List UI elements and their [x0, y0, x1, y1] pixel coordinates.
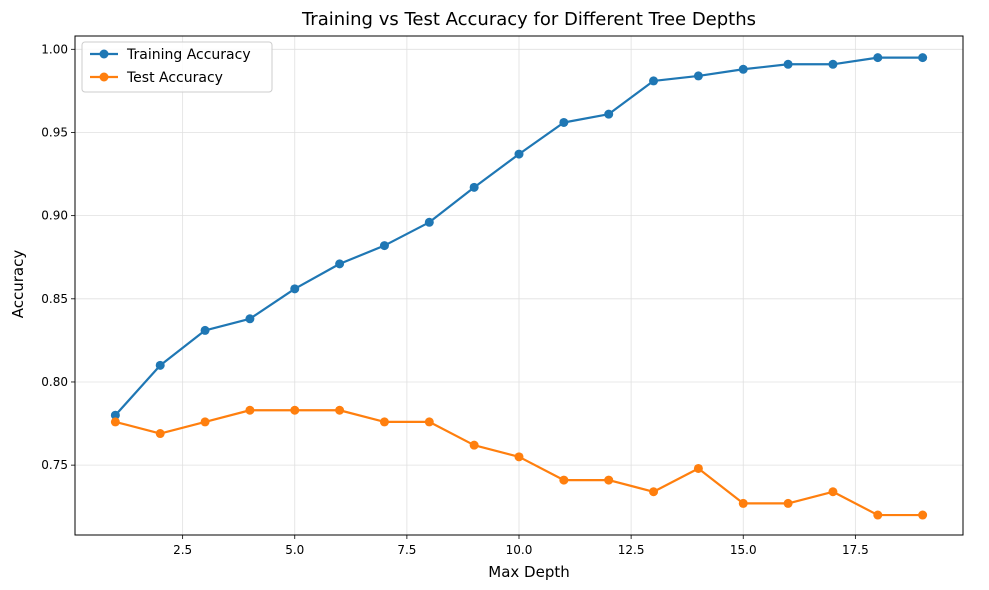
legend: Training Accuracy Test Accuracy — [81, 41, 273, 93]
training-accuracy-point — [335, 259, 345, 269]
test-accuracy-point — [155, 429, 165, 439]
training-accuracy-point — [379, 241, 389, 251]
test-accuracy-point — [290, 405, 300, 415]
test-accuracy-point — [873, 510, 883, 520]
training-accuracy-point — [424, 217, 434, 227]
x-axis-label: Max Depth — [488, 563, 569, 581]
y-tick-label: 0.95 — [41, 125, 68, 139]
y-tick-label: 0.80 — [41, 375, 68, 389]
training-accuracy-point — [245, 314, 255, 324]
test-accuracy-point — [604, 475, 614, 485]
training-accuracy-point — [828, 59, 838, 69]
x-tick-label: 2.5 — [173, 543, 192, 557]
training-accuracy-point — [604, 109, 614, 119]
x-tick-label: 15.0 — [730, 543, 757, 557]
test-accuracy-point — [783, 498, 793, 508]
training-accuracy-point — [738, 64, 748, 74]
test-accuracy-point — [559, 475, 569, 485]
test-accuracy-point — [693, 463, 703, 473]
x-tick-label: 12.5 — [618, 543, 645, 557]
training-accuracy-point — [110, 410, 120, 420]
training-accuracy-point — [469, 182, 479, 192]
training-accuracy-legend-label: Training Accuracy — [126, 47, 251, 63]
training-accuracy-point — [514, 149, 524, 159]
training-accuracy-legend-marker — [99, 49, 109, 59]
test-accuracy-point — [200, 417, 210, 427]
test-accuracy-point — [110, 417, 120, 427]
test-accuracy-legend-marker — [99, 72, 109, 82]
test-accuracy-point — [918, 510, 928, 520]
chart-title: Training vs Test Accuracy for Different … — [301, 9, 756, 30]
test-accuracy-point — [649, 487, 659, 497]
y-tick-label: 1.00 — [41, 42, 68, 56]
training-accuracy-series — [110, 53, 928, 420]
y-tick-label: 0.90 — [41, 209, 68, 223]
x-tick-label: 10.0 — [506, 543, 533, 557]
y-tick-label: 0.75 — [41, 458, 68, 472]
axis-ticks: 2.5 5.0 7.5 10.0 12.5 15.0 17.5 0.75 0.80 0.85 0.9… — [41, 42, 868, 557]
training-accuracy-point — [918, 53, 928, 63]
training-accuracy-point — [873, 53, 883, 63]
test-accuracy-point — [469, 440, 479, 450]
test-accuracy-point — [738, 498, 748, 508]
training-accuracy-point — [155, 360, 165, 370]
test-accuracy-point — [828, 487, 838, 497]
training-accuracy-point — [559, 117, 569, 127]
y-tick-label: 0.85 — [41, 292, 68, 306]
training-accuracy-point — [693, 71, 703, 81]
test-accuracy-point — [379, 417, 389, 427]
x-tick-label: 5.0 — [285, 543, 304, 557]
legend-box — [81, 41, 273, 93]
test-accuracy-point — [424, 417, 434, 427]
test-accuracy-series — [110, 405, 928, 520]
x-tick-label: 7.5 — [397, 543, 416, 557]
x-tick-label: 17.5 — [842, 543, 869, 557]
test-accuracy-legend-label: Test Accuracy — [126, 70, 223, 86]
y-axis-label: Accuracy — [9, 250, 27, 319]
test-accuracy-point — [514, 452, 524, 462]
test-accuracy-point — [335, 405, 345, 415]
test-accuracy-point — [245, 405, 255, 415]
training-accuracy-point — [649, 76, 659, 86]
training-accuracy-point — [200, 325, 210, 335]
training-accuracy-point — [290, 284, 300, 294]
training-accuracy-point — [783, 59, 793, 69]
series-group — [110, 53, 928, 520]
